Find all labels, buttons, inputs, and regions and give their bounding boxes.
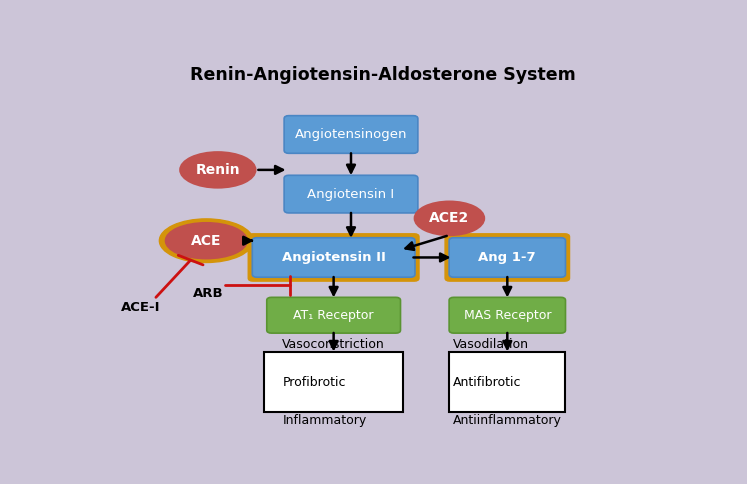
Text: ACE2: ACE2 bbox=[430, 212, 470, 226]
Text: Angiotensinogen: Angiotensinogen bbox=[295, 128, 407, 141]
Ellipse shape bbox=[159, 219, 253, 262]
Text: ARB: ARB bbox=[193, 287, 223, 300]
Text: MAS Receptor: MAS Receptor bbox=[464, 309, 551, 322]
Ellipse shape bbox=[180, 152, 255, 188]
FancyBboxPatch shape bbox=[252, 238, 415, 277]
FancyBboxPatch shape bbox=[264, 352, 403, 412]
FancyBboxPatch shape bbox=[284, 116, 418, 153]
Text: AT₁ Receptor: AT₁ Receptor bbox=[294, 309, 374, 322]
Text: Renin-Angiotensin-Aldosterone System: Renin-Angiotensin-Aldosterone System bbox=[190, 66, 576, 84]
Text: Angiotensin II: Angiotensin II bbox=[282, 251, 385, 264]
Text: Ang 1-7: Ang 1-7 bbox=[479, 251, 536, 264]
FancyBboxPatch shape bbox=[248, 234, 419, 281]
FancyBboxPatch shape bbox=[449, 297, 565, 333]
Text: Vasoconstriction

Profibrotic

Inflammatory: Vasoconstriction Profibrotic Inflammator… bbox=[282, 338, 385, 427]
Text: Angiotensin I: Angiotensin I bbox=[308, 188, 394, 200]
FancyBboxPatch shape bbox=[267, 297, 400, 333]
FancyBboxPatch shape bbox=[445, 234, 569, 281]
FancyBboxPatch shape bbox=[449, 238, 565, 277]
Text: Renin: Renin bbox=[196, 163, 240, 177]
Ellipse shape bbox=[415, 201, 484, 235]
FancyBboxPatch shape bbox=[284, 175, 418, 213]
Text: ACE-I: ACE-I bbox=[121, 301, 161, 314]
FancyBboxPatch shape bbox=[450, 352, 565, 412]
Ellipse shape bbox=[166, 223, 247, 258]
Text: ACE: ACE bbox=[191, 234, 222, 248]
Text: Vasodilation

Antifibrotic

Antiinflammatory: Vasodilation Antifibrotic Antiinflammato… bbox=[453, 338, 562, 427]
